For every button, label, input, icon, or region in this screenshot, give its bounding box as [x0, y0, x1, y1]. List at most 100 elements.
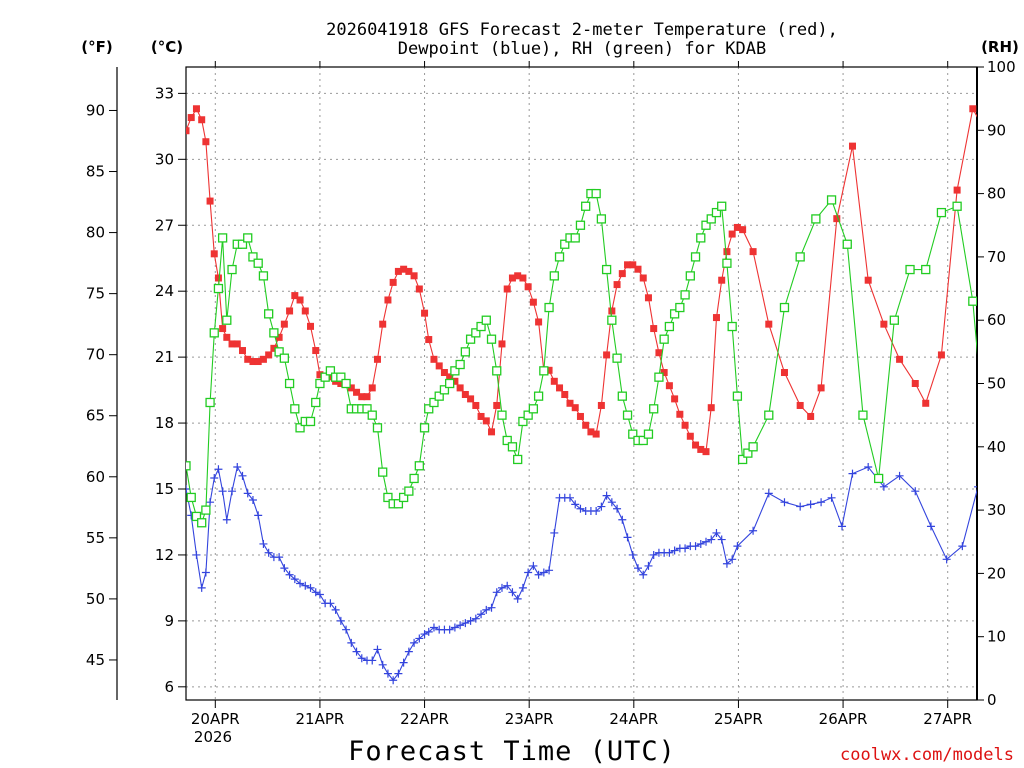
relative-humidity-point [764, 410, 774, 420]
temperature-point [896, 355, 904, 363]
relative-humidity-point [518, 416, 528, 427]
relative-humidity-point [612, 353, 622, 363]
dewpoint-point [259, 539, 268, 548]
relative-humidity-point [581, 201, 591, 211]
relative-humidity-point [274, 347, 284, 357]
relative-humidity-point [186, 492, 196, 503]
temperature-point [629, 261, 637, 269]
relative-humidity-point [985, 474, 993, 482]
dewpoint-point [607, 498, 616, 507]
temperature-point [435, 362, 443, 370]
dewpoint-point [228, 487, 237, 496]
relative-humidity-point [295, 423, 305, 433]
temperature-point [259, 355, 267, 363]
relative-humidity-point [711, 207, 722, 218]
rh-tick-label: 100 [987, 58, 1016, 76]
temperature-point [301, 307, 309, 315]
temperature-point [316, 371, 324, 379]
temperature-point [545, 366, 553, 374]
temperature-point [456, 384, 464, 392]
dewpoint-point [623, 533, 632, 542]
dewpoint-point [592, 506, 601, 515]
temperature-point [233, 340, 241, 348]
relative-humidity-point [1016, 455, 1024, 463]
relative-humidity-point [481, 315, 491, 325]
dewpoint-point [315, 590, 324, 599]
temperature-point [582, 421, 590, 429]
dewpoint-point [410, 638, 419, 647]
temperature-point [296, 296, 304, 304]
chart-subtitle: Dewpoint (blue), RH (green) for KDAB [398, 39, 766, 59]
dewpoint-point [534, 570, 543, 579]
temperature-point [937, 351, 945, 359]
dewpoint-point [864, 463, 873, 472]
dewpoint-point [733, 542, 742, 551]
temperature-point [681, 421, 689, 429]
relative-humidity-point [544, 302, 554, 313]
temperature-point [410, 272, 418, 280]
temperature-point [254, 358, 262, 366]
relative-humidity-point [460, 347, 471, 357]
dewpoint-point [702, 537, 711, 546]
source-credit[interactable]: coolwx.com/models [840, 745, 1014, 765]
relative-humidity-point [873, 473, 884, 484]
temperature-point [922, 399, 930, 407]
temperature-point [524, 283, 532, 291]
dewpoint-point [974, 486, 977, 488]
dewpoint-point [424, 627, 433, 636]
temperature-point [286, 307, 294, 315]
relative-humidity-point [696, 233, 706, 243]
dewpoint-point [280, 564, 289, 573]
relative-humidity-point [664, 321, 675, 332]
relative-humidity-point [826, 195, 837, 205]
temperature-point [353, 388, 361, 396]
dewpoint-point [331, 605, 340, 614]
temperature-point [817, 384, 825, 392]
relative-humidity-point [439, 385, 450, 395]
dewpoint-point [503, 581, 512, 590]
temperature-point [723, 248, 731, 256]
dewpoint-point [545, 566, 554, 575]
relative-humidity-point [311, 397, 321, 408]
dewpoint-point [942, 555, 951, 564]
relative-humidity-point [732, 391, 743, 401]
celsius-tick-label: 15 [155, 480, 174, 498]
relative-humidity-point [507, 442, 518, 452]
relative-humidity-point [617, 391, 627, 401]
temperature-point [665, 382, 673, 390]
dewpoint-point [827, 493, 836, 502]
dewpoint-point [201, 568, 210, 577]
temperature-point [202, 138, 210, 146]
temperature-point [807, 412, 815, 420]
temperature-point [291, 292, 299, 300]
temperature-point [686, 432, 694, 440]
relative-humidity-point [201, 505, 211, 515]
dewpoint-point [571, 500, 580, 509]
plot-frame [185, 66, 978, 701]
relative-humidity-point [701, 220, 711, 230]
temperature-point [307, 322, 315, 330]
dewpoint-point [780, 498, 789, 507]
dewpoint-point [492, 588, 501, 597]
temperature-point [739, 226, 747, 234]
relative-humidity-point [748, 442, 758, 452]
relative-humidity-point [497, 410, 507, 420]
temperature-point [223, 333, 231, 341]
dewpoint-point [477, 610, 486, 619]
temperature-point [765, 320, 773, 328]
celsius-tick-label: 21 [155, 348, 174, 366]
relative-humidity-point [305, 416, 316, 427]
relative-humidity-point [248, 252, 258, 262]
dewpoint-point [336, 616, 345, 625]
dewpoint-point [565, 493, 574, 502]
dewpoint-point [518, 583, 527, 592]
x-tick-label: 22APR [400, 710, 449, 728]
relative-humidity-point [842, 239, 852, 249]
temperature-point [519, 274, 527, 282]
dewpoint-point [524, 568, 533, 577]
celsius-unit-label: (°C) [151, 38, 183, 56]
temperature-point [280, 320, 288, 328]
relative-humidity-point [575, 220, 586, 230]
relative-humidity-point [654, 372, 664, 382]
relative-humidity-point [795, 252, 805, 262]
